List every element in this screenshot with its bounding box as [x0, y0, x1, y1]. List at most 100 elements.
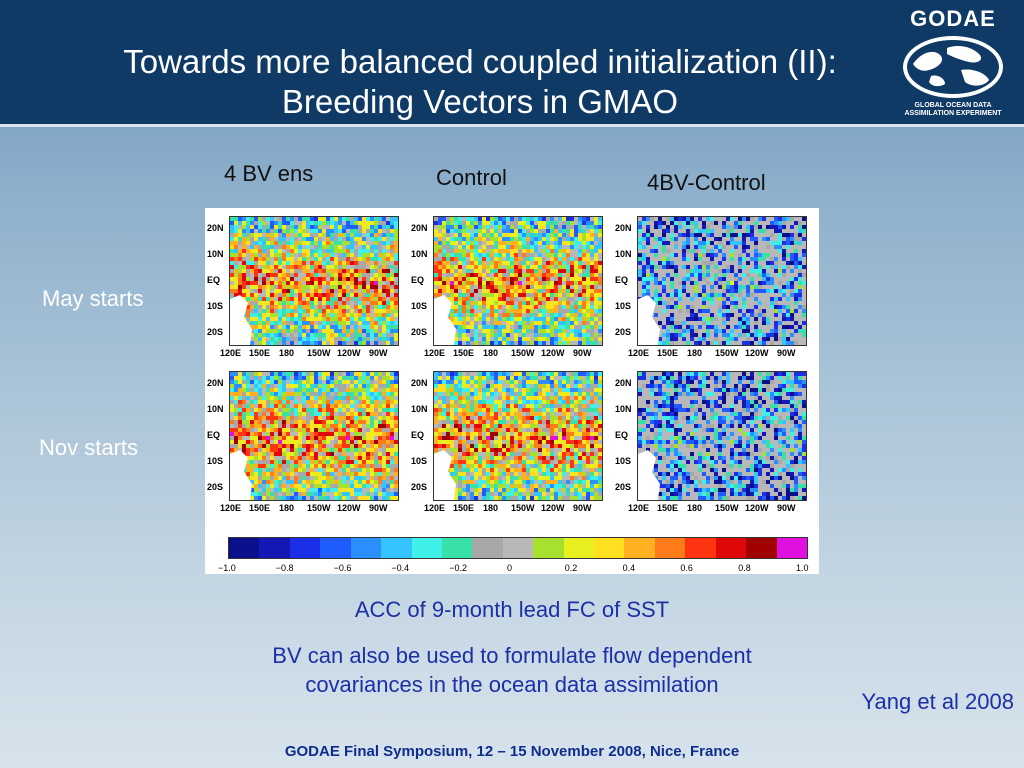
row-label-nov: Nov starts [39, 435, 139, 460]
colorbar-swatch [563, 538, 595, 558]
colorbar-tick-label: −0.4 [391, 563, 410, 573]
acc-field [638, 217, 806, 345]
logo-caption-line-1: GLOBAL OCEAN DATA [914, 102, 992, 109]
colorbar-tick-label: 0.6 [680, 563, 693, 573]
colorbar-swatch [746, 538, 777, 558]
godae-logo: GODAE GLOBAL OCEAN DATA ASSIMILATION EXP… [887, 6, 1019, 120]
lon-tick-label: 120E [220, 348, 242, 358]
colorbar-swatch [533, 538, 564, 558]
footer-text: GODAE Final Symposium, 12 – 15 November … [284, 743, 740, 760]
lat-tick-label: EQ [207, 430, 221, 440]
bv-note-line-1: BV can also be used to formulate flow de… [272, 643, 752, 668]
lon-tick-label: 150W [511, 503, 535, 513]
lon-tick-label: 180 [483, 348, 499, 358]
lon-tick-label: 180 [687, 348, 703, 358]
colorbar-swatch [229, 538, 260, 558]
lat-tick-label: 10N [615, 249, 632, 259]
lon-tick-label: 90W [369, 348, 388, 358]
colorbar-swatch [594, 538, 625, 558]
lat-tick-label: EQ [207, 275, 221, 285]
row-label-may: May starts [42, 286, 144, 311]
colorbar-swatch [259, 538, 290, 558]
lat-tick-label: 10N [411, 249, 428, 259]
bv-note: BV can also be used to formulate flow de… [0, 641, 1024, 699]
lat-tick-label: EQ [615, 430, 629, 440]
lat-tick-label: 20S [411, 482, 428, 492]
lon-tick-label: 120W [337, 348, 361, 358]
lon-tick-label: 120W [541, 503, 565, 513]
colorbar-tick-label: −0.2 [449, 563, 467, 573]
lat-tick-label: 10N [411, 404, 428, 414]
lat-tick-label: 20S [615, 482, 632, 492]
lon-tick-label: 120W [745, 348, 769, 358]
lon-tick-label: 90W [777, 348, 796, 358]
column-label-bv-ens: 4 BV ens [224, 161, 314, 186]
colorbar-swatch [654, 538, 686, 558]
lon-tick-label: 120W [745, 503, 769, 513]
lon-tick-label: 180 [279, 348, 295, 358]
colorbar-swatch [685, 538, 716, 558]
lon-tick-label: 150E [657, 348, 679, 358]
acc-field [638, 372, 806, 500]
lon-tick-label: 120E [628, 348, 650, 358]
land-mask [434, 450, 456, 500]
map-panel-may-starts-3 [637, 216, 807, 346]
acc-field [434, 372, 602, 500]
lon-tick-label: 120E [628, 503, 650, 513]
figure-caption: ACC of 9-month lead FC of SST [354, 597, 670, 622]
lat-tick-label: 20S [411, 327, 428, 337]
logo-caption-line-2: ASSIMILATION EXPERIMENT [904, 110, 1002, 117]
colorbar-tick-label: 0 [507, 563, 513, 573]
land-mask [434, 295, 456, 345]
colorbar-tick-label: −1.0 [218, 563, 236, 573]
lon-tick-label: 120E [220, 503, 242, 513]
colorbar-tick-label: 0.2 [564, 563, 578, 573]
lat-tick-label: 10N [615, 404, 632, 414]
lon-tick-label: 150E [453, 503, 475, 513]
colorbar-swatch [715, 538, 747, 558]
lat-tick-label: 10N [207, 249, 224, 259]
lon-tick-label: 150E [249, 348, 271, 358]
lon-tick-label: 150W [715, 348, 739, 358]
slide-title: Towards more balanced coupled initializa… [60, 42, 900, 122]
colorbar-swatch [320, 538, 351, 558]
lon-tick-label: 120E [424, 348, 446, 358]
colorbar-tick-label: −0.6 [333, 563, 352, 573]
lon-tick-label: 120E [424, 503, 446, 513]
map-panel-nov-starts-1 [229, 371, 399, 501]
colorbar-swatch [624, 538, 655, 558]
lon-tick-label: 120W [541, 348, 565, 358]
lon-tick-label: 150E [453, 348, 475, 358]
lat-tick-label: EQ [411, 275, 425, 285]
lat-tick-label: 20N [411, 223, 428, 233]
lon-tick-label: 90W [777, 503, 796, 513]
lon-tick-label: 150W [715, 503, 739, 513]
colorbar-swatch [411, 538, 442, 558]
colorbar-swatch [289, 538, 321, 558]
lat-tick-label: 10S [207, 456, 224, 466]
title-line-1: Towards more balanced coupled initializa… [123, 43, 837, 80]
lat-tick-label: 10S [615, 301, 632, 311]
map-panel-may-starts-2 [433, 216, 603, 346]
lat-tick-label: 20S [207, 327, 224, 337]
lat-tick-label: EQ [411, 430, 425, 440]
lon-tick-label: 180 [279, 503, 295, 513]
colorbar-swatch [502, 538, 534, 558]
lon-tick-label: 180 [483, 503, 499, 513]
lat-tick-label: 10S [411, 301, 428, 311]
citation: Yang et al 2008 [861, 689, 1015, 714]
colorbar [228, 537, 808, 559]
lat-tick-label: 20S [615, 327, 632, 337]
column-label-control: Control [436, 165, 507, 190]
lon-tick-label: 150E [249, 503, 271, 513]
title-line-2: Breeding Vectors in GMAO [281, 83, 679, 120]
acc-map-figure: 20N 10N EQ 10S 20S 120E 150E 180 150W 120W 90W 20N 1… [205, 208, 819, 574]
land-mask [230, 295, 252, 345]
acc-field [230, 217, 398, 345]
lon-tick-label: 150W [511, 348, 535, 358]
lat-tick-label: 10S [411, 456, 428, 466]
colorbar-tick-label: 0.8 [738, 563, 751, 573]
lon-tick-label: 150W [307, 348, 331, 358]
lon-tick-label: 150E [657, 503, 679, 513]
colorbar-swatch [381, 538, 412, 558]
